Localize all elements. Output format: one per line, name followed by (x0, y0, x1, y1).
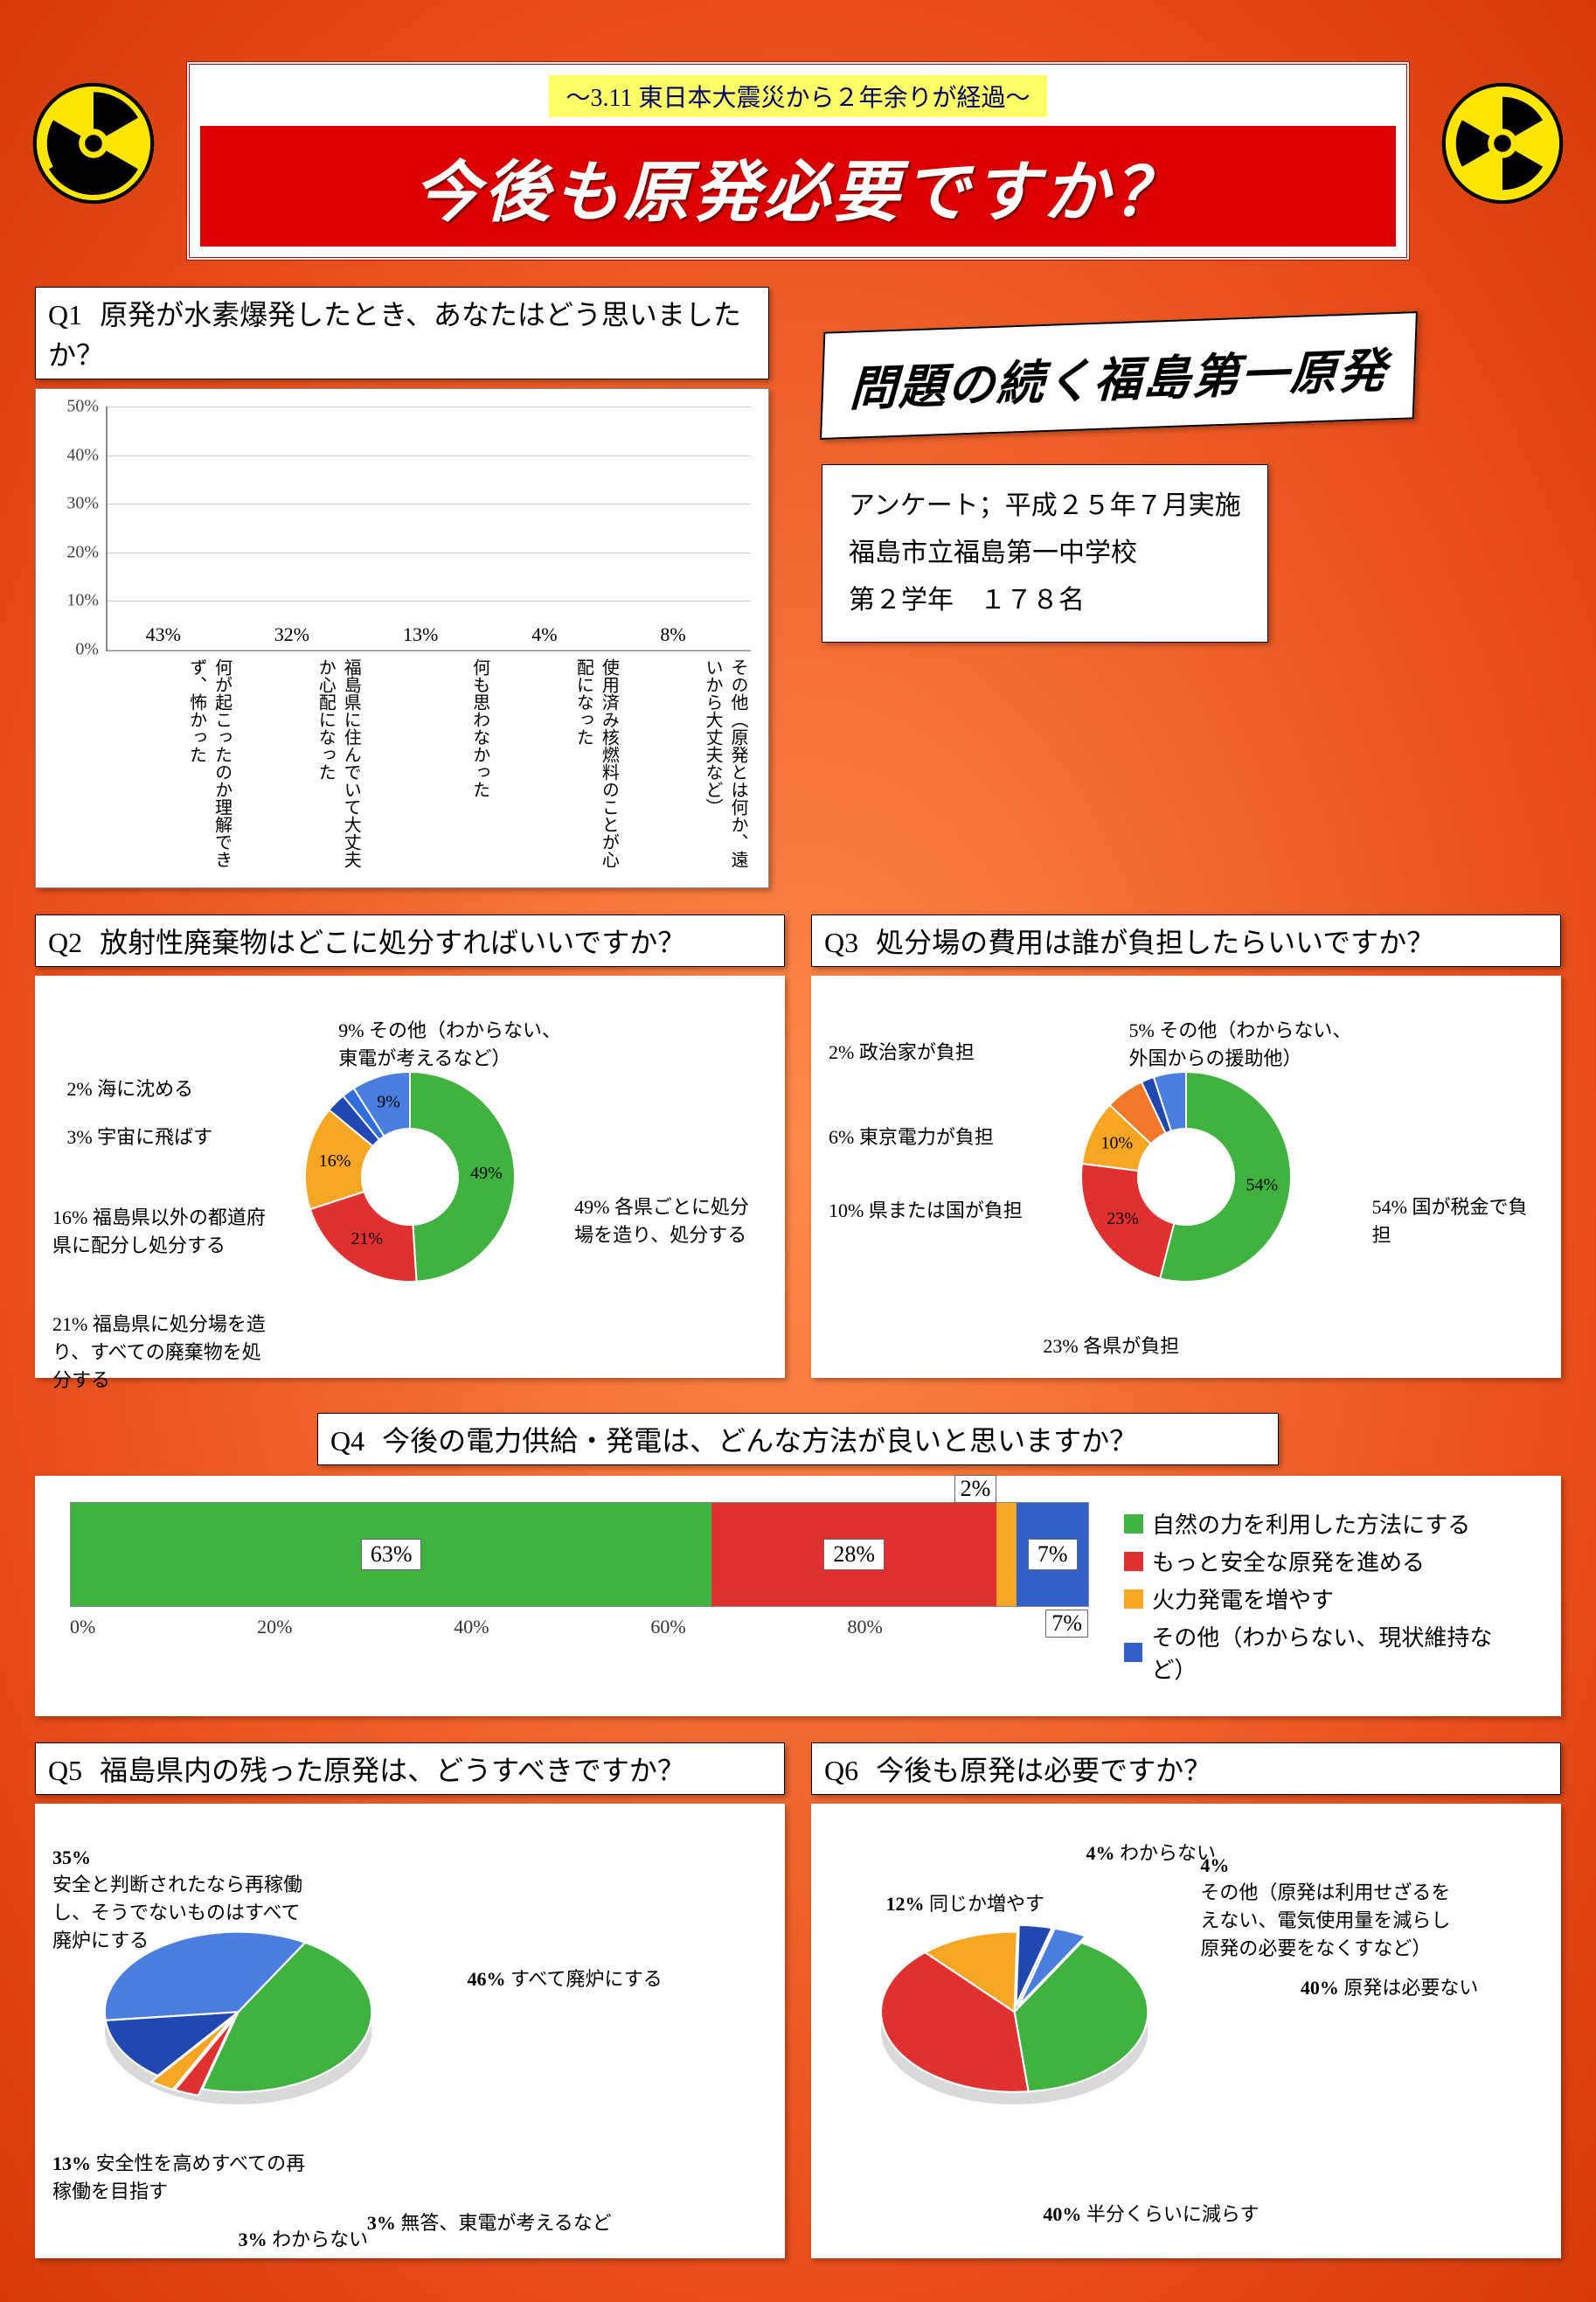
main-title: 今後も原発必要ですか？ (200, 126, 1396, 247)
svg-text:9%: 9% (377, 1093, 400, 1112)
svg-text:54%: 54% (1246, 1176, 1278, 1195)
radiation-icon (1441, 82, 1564, 205)
q4-stacked-bar: 63%28%7%2%7% 0%20%40%60%80%100% 自然の力を利用し… (35, 1476, 1561, 1716)
q5-header: Q5福島県内の残った原発は、どうすべきですか？ (35, 1742, 785, 1795)
q1-bar-chart: 0%10%20%30%40%50%43%32%13%4%8% 何が起こったのか理… (35, 388, 769, 888)
svg-text:10%: 10% (1100, 1133, 1133, 1152)
subtitle: ～3.11 東日本大震災から２年余りが経過～ (549, 75, 1048, 117)
q6-header: Q6今後も原発は必要ですか？ (811, 1742, 1561, 1795)
radiation-icon (32, 82, 155, 205)
q2-donut: 49%21%16%9%49% 各県ごとに処分場を造り、処分する21% 福島県に処… (35, 976, 785, 1378)
side-title: 問題の続く福島第一原発 (820, 311, 1418, 440)
q4-header: Q4今後の電力供給・発電は、どんな方法が良いと思いますか？ (317, 1413, 1279, 1465)
q4-legend: 自然の力を利用した方法にするもっと安全な原発を進める火力発電を増やすその他（わか… (1124, 1502, 1526, 1690)
q5-pie: 46% すべて廃炉にする3% 無答、東電が考えるなど3% わからない13% 安全… (35, 1804, 785, 2258)
q2-header: Q2放射性廃棄物はどこに処分すればいいですか？ (35, 915, 785, 967)
svg-text:16%: 16% (319, 1151, 351, 1171)
q1-header: Q1原発が水素爆発したとき、あなたはどう思いましたか？ (35, 287, 769, 379)
q3-header: Q3処分場の費用は誰が負担したらいいですか？ (811, 915, 1561, 967)
svg-text:23%: 23% (1107, 1209, 1139, 1228)
svg-text:49%: 49% (470, 1164, 503, 1183)
q3-donut: 54%23%10%54% 国が税金で負担23% 各県が負担10% 県または国が負… (811, 976, 1561, 1378)
q6-pie: 40% 原発は必要ない40% 半分くらいに減らす12% 同じか増やす4% わから… (811, 1804, 1561, 2258)
title-box: ～3.11 東日本大震災から２年余りが経過～ 今後も原発必要ですか？ (186, 61, 1410, 261)
svg-text:21%: 21% (350, 1229, 383, 1248)
survey-info: アンケート；平成２５年７月実施 福島市立福島第一中学校 第２学年 １７８名 (822, 464, 1268, 643)
